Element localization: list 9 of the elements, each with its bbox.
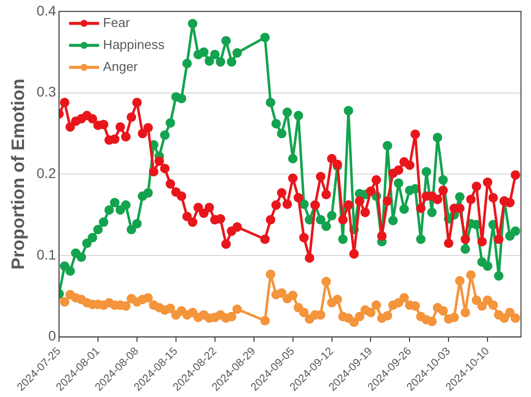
y-tick-label: 0.2 — [36, 165, 56, 181]
y-axis-title: Proportion of Emotion — [8, 78, 28, 270]
legend-label: Fear — [103, 14, 130, 30]
y-tick-label: 0.4 — [36, 2, 56, 18]
legend-label: Happiness — [103, 36, 165, 52]
y-tick-label: 0.3 — [36, 84, 56, 100]
legend-label: Anger — [103, 58, 138, 74]
y-tick-label: 0.1 — [36, 246, 56, 262]
y-tick-label: 0 — [48, 328, 56, 344]
